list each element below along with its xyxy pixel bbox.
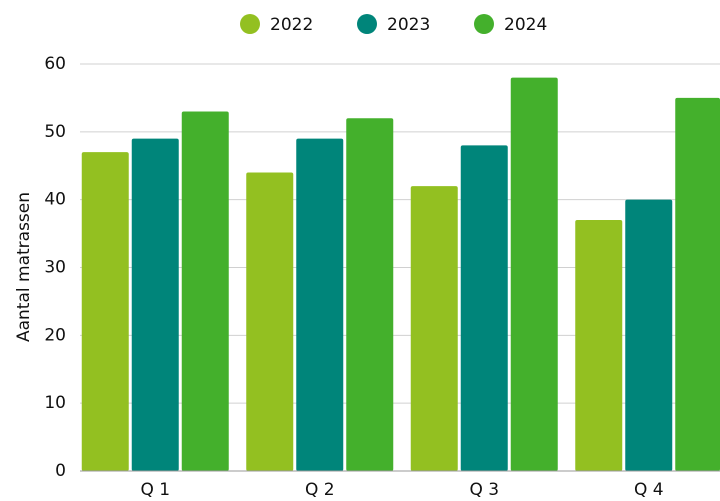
bar [510, 77, 558, 472]
y-tick-label: 60 [44, 54, 66, 74]
bar [131, 138, 179, 471]
bar [675, 97, 720, 472]
bar [410, 186, 458, 471]
y-tick-label: 10 [44, 393, 66, 413]
x-tick-label: Q 1 [140, 480, 170, 500]
y-tick-label: 50 [44, 122, 66, 142]
y-tick-label: 20 [44, 325, 66, 345]
bar [460, 145, 508, 471]
x-tick-label: Q 4 [634, 480, 664, 500]
bar [246, 172, 294, 472]
legend-label: 2023 [387, 15, 430, 35]
bar [346, 118, 394, 472]
y-tick-label: 40 [44, 190, 66, 210]
y-tick-label: 0 [55, 461, 66, 481]
bar [575, 220, 623, 471]
y-axis-label: Aantal matrassen [14, 192, 34, 342]
x-tick-label: Q 3 [469, 480, 499, 500]
y-tick-label: 30 [44, 258, 66, 278]
x-tick-label: Q 2 [305, 480, 335, 500]
bar [625, 199, 673, 471]
bar [181, 111, 229, 471]
legend-swatch [357, 14, 377, 34]
bar [296, 138, 344, 471]
legend-swatch [240, 14, 260, 34]
legend-label: 2024 [504, 15, 547, 35]
legend-label: 2022 [270, 15, 313, 35]
legend-swatch [474, 14, 494, 34]
bar [81, 152, 129, 471]
